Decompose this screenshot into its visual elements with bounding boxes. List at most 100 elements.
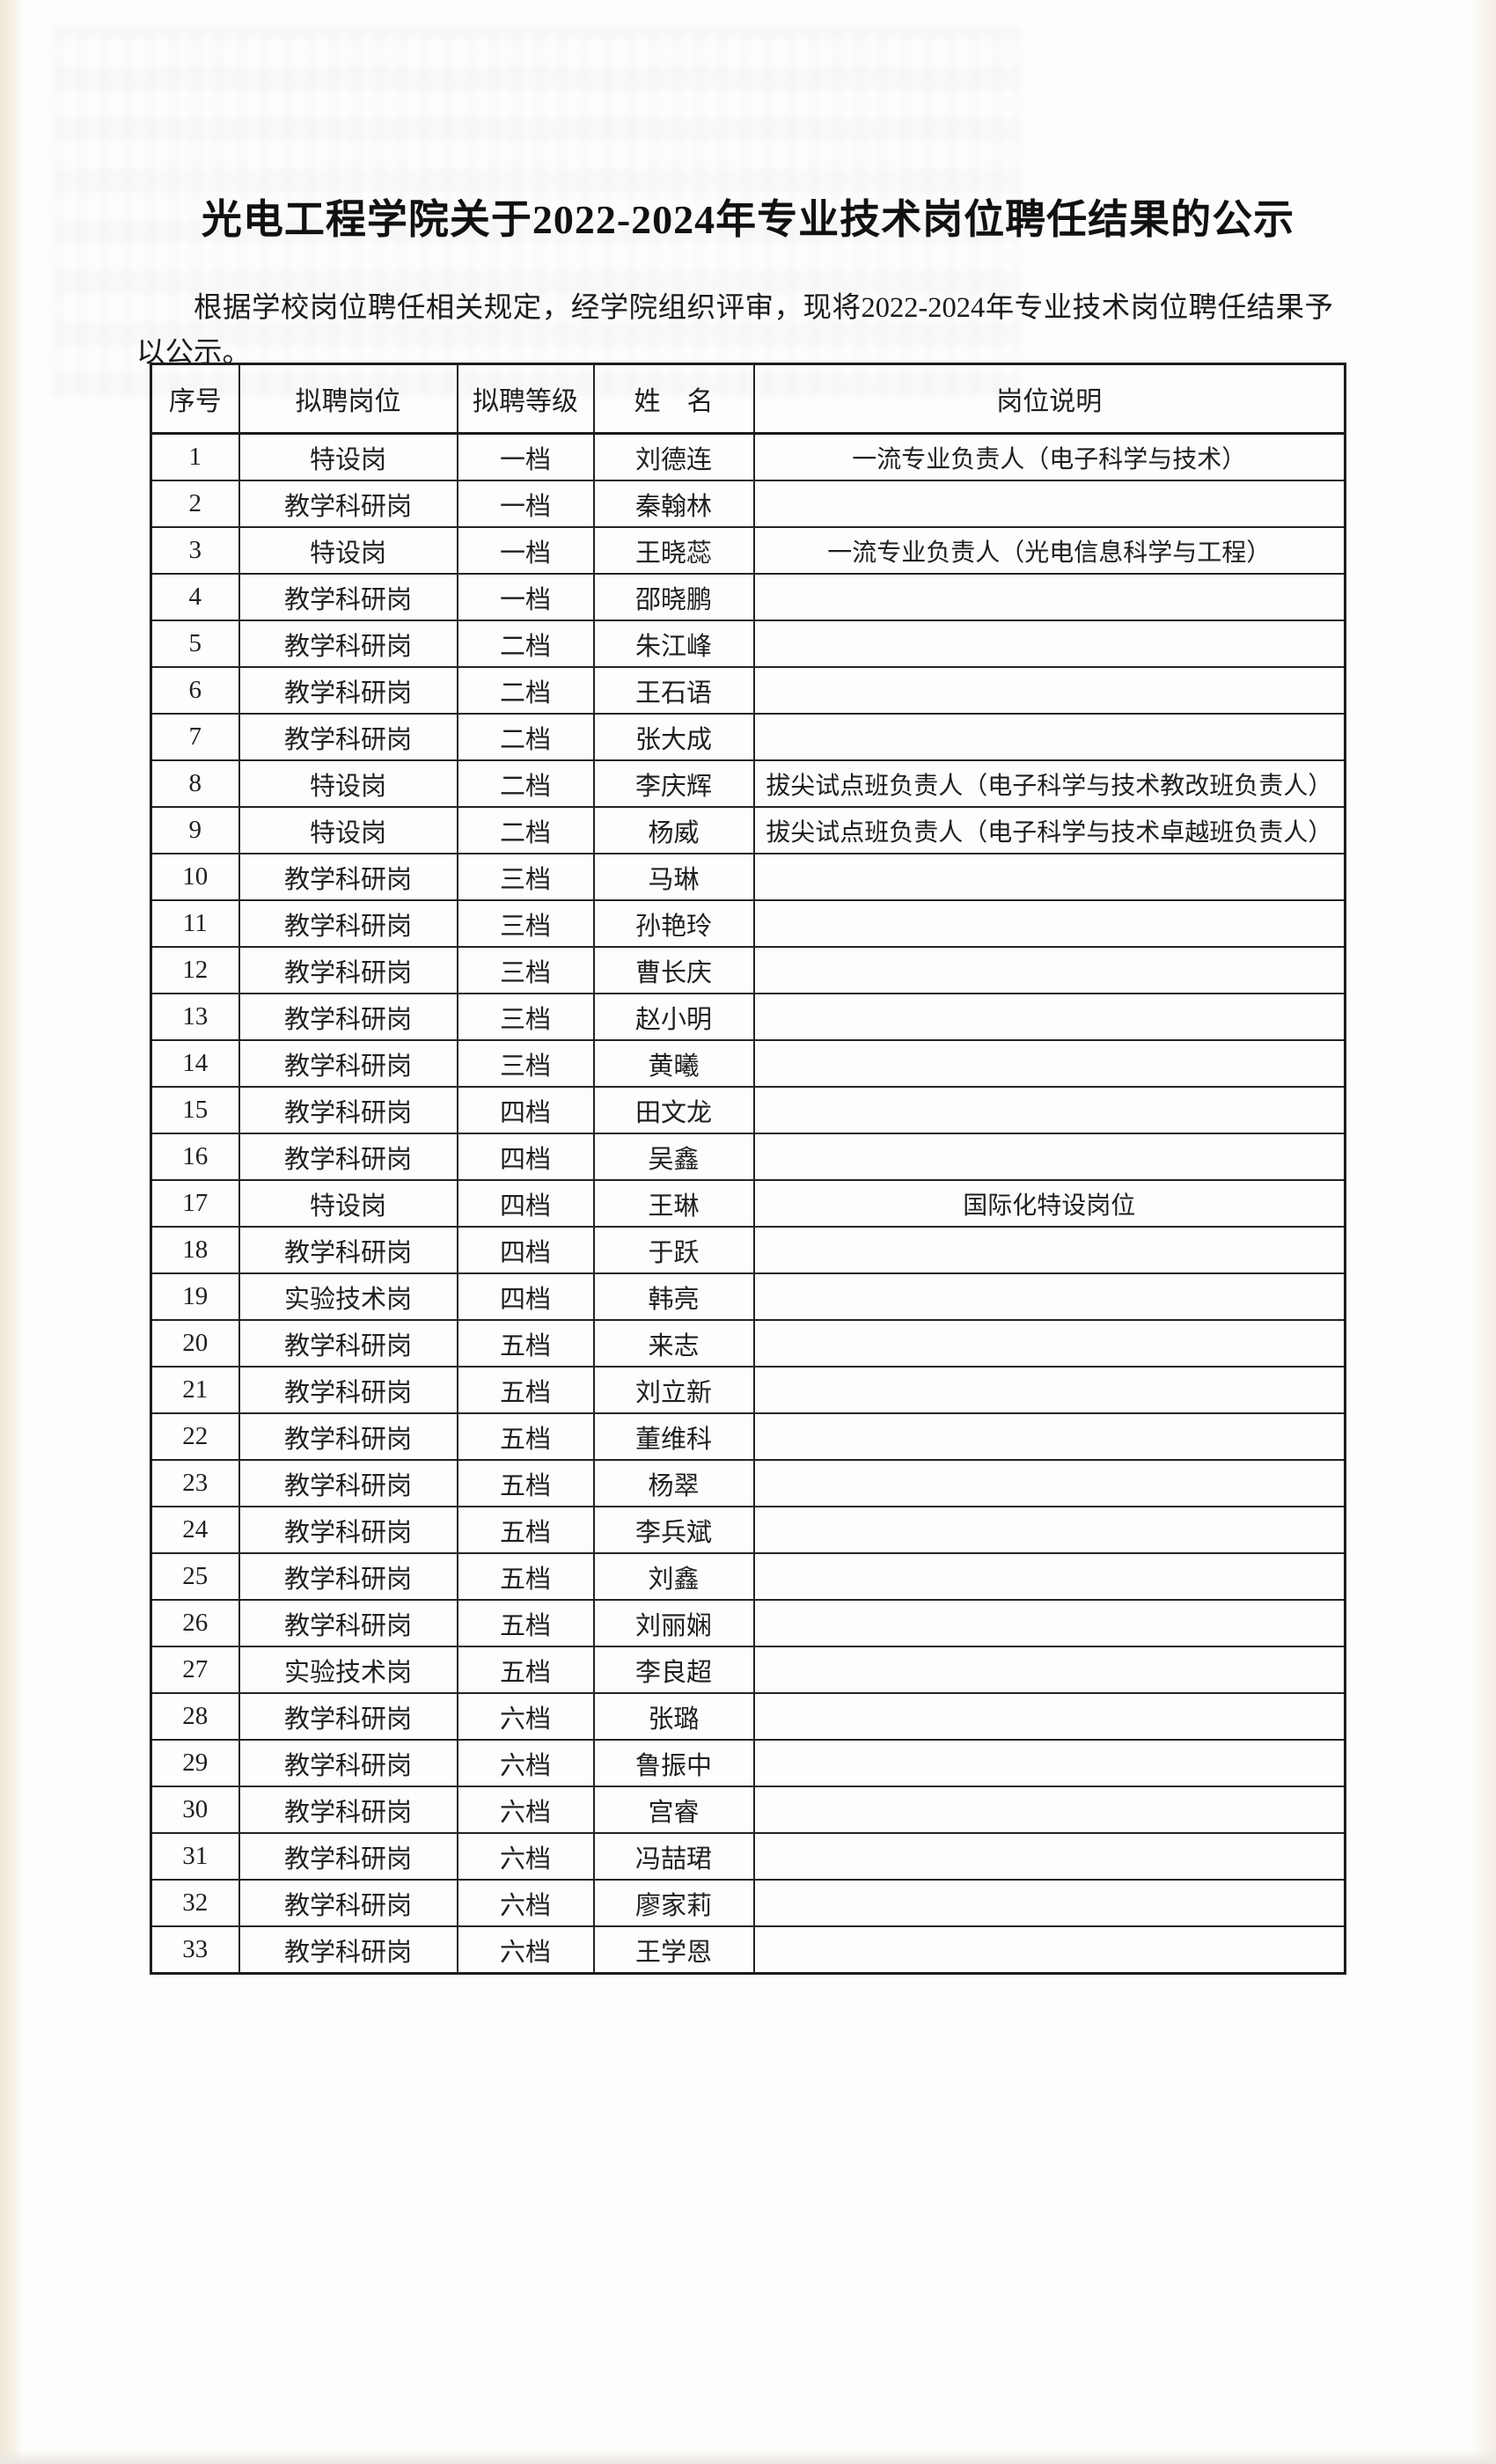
- cell-name: 廖家莉: [592, 1879, 755, 1927]
- cell-position: 特设岗: [238, 759, 458, 808]
- table-row: 29 教学科研岗 六档 鲁振中: [150, 1739, 1346, 1787]
- cell-level: 六档: [456, 1879, 595, 1927]
- cell-seq: 29: [150, 1739, 240, 1787]
- cell-level: 四档: [456, 1179, 595, 1228]
- cell-description: 国际化特设岗位: [752, 1179, 1346, 1228]
- cell-description: [752, 1646, 1346, 1694]
- cell-description: [752, 573, 1346, 621]
- cell-seq: 25: [150, 1552, 240, 1601]
- cell-level: 三档: [456, 993, 595, 1041]
- cell-level: 五档: [456, 1366, 595, 1414]
- cell-seq: 27: [150, 1646, 240, 1694]
- table-row: 33 教学科研岗 六档 王学恩: [150, 1925, 1346, 1975]
- table-row: 16 教学科研岗 四档 吴鑫: [150, 1133, 1346, 1181]
- cell-description: 拔尖试点班负责人（电子科学与技术卓越班负责人）: [752, 806, 1346, 854]
- notice-intro: 根据学校岗位聘任相关规定，经学院组织评审，现将2022-2024年专业技术岗位聘…: [136, 291, 1333, 369]
- cell-description: [752, 1366, 1346, 1414]
- table-row: 23 教学科研岗 五档 杨翠: [150, 1459, 1346, 1507]
- cell-level: 六档: [456, 1925, 595, 1975]
- cell-position: 教学科研岗: [238, 1599, 458, 1647]
- cell-seq: 32: [150, 1879, 240, 1927]
- cell-description: [752, 993, 1346, 1041]
- cell-name: 王学恩: [592, 1925, 755, 1975]
- cell-seq: 16: [150, 1133, 240, 1181]
- cell-level: 五档: [456, 1552, 595, 1601]
- cell-description: [752, 1459, 1346, 1507]
- table-row: 6 教学科研岗 二档 王石语: [150, 666, 1346, 715]
- cell-position: 教学科研岗: [238, 1552, 458, 1601]
- cell-name: 冯喆珺: [592, 1832, 755, 1881]
- cell-name: 田文龙: [592, 1086, 755, 1134]
- cell-level: 三档: [456, 899, 595, 948]
- cell-name: 孙艳玲: [592, 899, 755, 948]
- cell-level: 五档: [456, 1459, 595, 1507]
- cell-level: 二档: [456, 713, 595, 761]
- cell-level: 二档: [456, 620, 595, 668]
- cell-position: 教学科研岗: [238, 620, 458, 668]
- cell-seq: 23: [150, 1459, 240, 1507]
- cell-name: 杨威: [592, 806, 755, 854]
- table-head: 序号 拟聘岗位 拟聘等级姓 名岗位说明: [150, 363, 1346, 435]
- table-row: 12 教学科研岗 三档 曹长庆: [150, 946, 1346, 994]
- cell-seq: 14: [150, 1039, 240, 1088]
- results-table: 序号 拟聘岗位 拟聘等级姓 名岗位说明 1 特设岗 一档 刘德连 一流专业负责人（电子科学与…: [150, 363, 1346, 1975]
- cell-position: 教学科研岗: [238, 1879, 458, 1927]
- cell-position: 教学科研岗: [238, 1786, 458, 1834]
- cell-position: 教学科研岗: [238, 993, 458, 1041]
- cell-name: 邵晓鹏: [592, 573, 755, 621]
- cell-level: 五档: [456, 1319, 595, 1368]
- cell-name: 王石语: [592, 666, 755, 715]
- table-row: 3 特设岗 一档 王晓蕊 一流专业负责人（光电信息科学与工程）: [150, 526, 1346, 575]
- cell-position: 教学科研岗: [238, 480, 458, 528]
- cell-level: 四档: [456, 1226, 595, 1274]
- cell-name: 李良超: [592, 1646, 755, 1694]
- cell-name: 杨翠: [592, 1459, 755, 1507]
- table-row: 9 特设岗 二档 杨威 拔尖试点班负责人（电子科学与技术卓越班负责人）: [150, 806, 1346, 854]
- cell-level: 五档: [456, 1412, 595, 1461]
- cell-name: 李庆辉: [592, 759, 755, 808]
- cell-seq: 22: [150, 1412, 240, 1461]
- table-row: 5 教学科研岗 二档 朱江峰: [150, 620, 1346, 668]
- table-row: 13 教学科研岗 三档 赵小明: [150, 993, 1346, 1041]
- cell-description: [752, 1739, 1346, 1787]
- cell-position: 实验技术岗: [238, 1272, 458, 1321]
- cell-seq: 31: [150, 1832, 240, 1881]
- cell-level: 五档: [456, 1506, 595, 1554]
- table-row: 1 特设岗 一档 刘德连 一流专业负责人（电子科学与技术）: [150, 432, 1346, 481]
- cell-position: 教学科研岗: [238, 1739, 458, 1787]
- cell-seq: 6: [150, 666, 240, 715]
- cell-position: 特设岗: [238, 806, 458, 854]
- cell-description: [752, 1319, 1346, 1368]
- cell-name: 张璐: [592, 1692, 755, 1741]
- cell-position: 教学科研岗: [238, 1925, 458, 1975]
- table-row: 25 教学科研岗 五档 刘鑫: [150, 1552, 1346, 1601]
- cell-level: 三档: [456, 1039, 595, 1088]
- table-row: 30 教学科研岗 六档 宫睿: [150, 1786, 1346, 1834]
- cell-seq: 30: [150, 1786, 240, 1834]
- cell-position: 教学科研岗: [238, 573, 458, 621]
- cell-description: [752, 713, 1346, 761]
- cell-level: 三档: [456, 946, 595, 994]
- cell-name: 吴鑫: [592, 1133, 755, 1181]
- col-header-seq: 序号: [150, 363, 240, 435]
- cell-level: 六档: [456, 1692, 595, 1741]
- cell-position: 特设岗: [238, 1179, 458, 1228]
- cell-level: 五档: [456, 1599, 595, 1647]
- cell-name: 来志: [592, 1319, 755, 1368]
- table-row: 26 教学科研岗 五档 刘丽娴: [150, 1599, 1346, 1647]
- table-row: 19 实验技术岗 四档 韩亮: [150, 1272, 1346, 1321]
- cell-description: [752, 1786, 1346, 1834]
- col-header-level: 拟聘等级: [456, 363, 595, 435]
- cell-name: 刘德连: [592, 432, 755, 481]
- cell-position: 教学科研岗: [238, 946, 458, 994]
- cell-level: 一档: [456, 432, 595, 481]
- cell-position: 教学科研岗: [238, 1459, 458, 1507]
- table-row: 2 教学科研岗 一档 秦翰林: [150, 480, 1346, 528]
- cell-description: [752, 1552, 1346, 1601]
- cell-seq: 20: [150, 1319, 240, 1368]
- cell-seq: 12: [150, 946, 240, 994]
- cell-position: 教学科研岗: [238, 1226, 458, 1274]
- cell-position: 教学科研岗: [238, 899, 458, 948]
- table-row: 15 教学科研岗 四档 田文龙: [150, 1086, 1346, 1134]
- cell-position: 特设岗: [238, 526, 458, 575]
